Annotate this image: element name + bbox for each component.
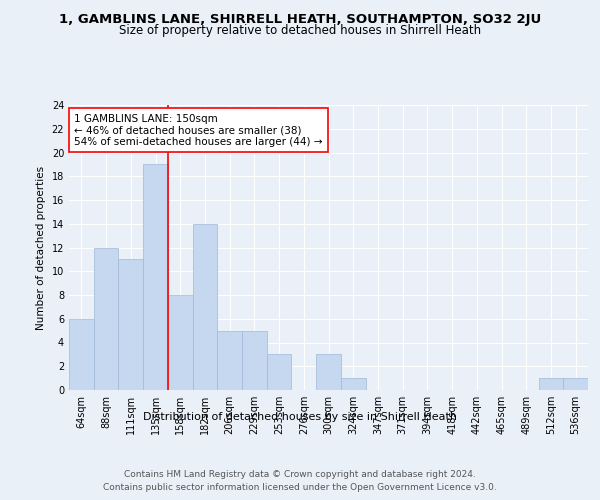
Bar xyxy=(242,330,267,390)
Bar xyxy=(341,378,365,390)
Bar xyxy=(316,354,341,390)
Bar xyxy=(143,164,168,390)
Text: Size of property relative to detached houses in Shirrell Heath: Size of property relative to detached ho… xyxy=(119,24,481,37)
Text: 1, GAMBLINS LANE, SHIRRELL HEATH, SOUTHAMPTON, SO32 2JU: 1, GAMBLINS LANE, SHIRRELL HEATH, SOUTHA… xyxy=(59,12,541,26)
Bar xyxy=(217,330,242,390)
Bar xyxy=(193,224,217,390)
Bar xyxy=(539,378,563,390)
Bar xyxy=(168,295,193,390)
Bar xyxy=(69,319,94,390)
Text: Distribution of detached houses by size in Shirrell Heath: Distribution of detached houses by size … xyxy=(143,412,457,422)
Bar xyxy=(118,260,143,390)
Y-axis label: Number of detached properties: Number of detached properties xyxy=(36,166,46,330)
Bar xyxy=(267,354,292,390)
Text: 1 GAMBLINS LANE: 150sqm
← 46% of detached houses are smaller (38)
54% of semi-de: 1 GAMBLINS LANE: 150sqm ← 46% of detache… xyxy=(74,114,323,147)
Text: Contains HM Land Registry data © Crown copyright and database right 2024.
Contai: Contains HM Land Registry data © Crown c… xyxy=(103,470,497,492)
Bar xyxy=(563,378,588,390)
Bar xyxy=(94,248,118,390)
